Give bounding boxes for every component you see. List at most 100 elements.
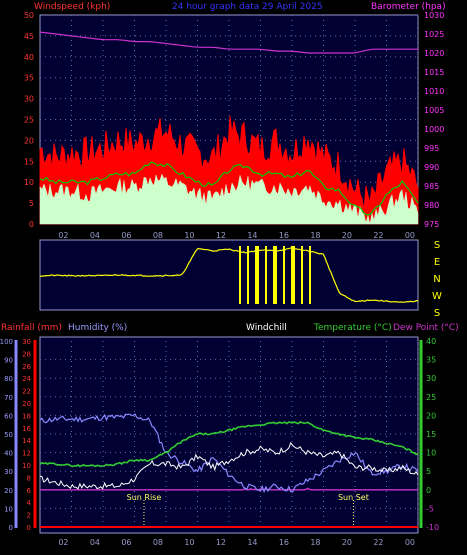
x-tick-label-top: 18: [310, 231, 320, 240]
humidity-tick-label: 20: [4, 487, 13, 495]
rain-tick-label: 8: [27, 474, 31, 482]
sun-set-label: Sun Set: [338, 493, 369, 502]
temperature-panel: [39, 336, 419, 534]
graph-date: 29 April 2025: [262, 2, 323, 12]
x-tick-label-bottom: 12: [216, 538, 226, 547]
rain-tick-label: 18: [22, 412, 31, 420]
pressure-tick-label: 1010: [424, 87, 444, 96]
temp-tick-label: 40: [426, 337, 436, 346]
temp-tick-label: -10: [426, 523, 439, 532]
rain-tick-label: 28: [22, 350, 31, 358]
x-tick-label-bottom: 02: [58, 538, 68, 547]
x-tick-label-top: 12: [216, 231, 226, 240]
temp-tick-label: 30: [426, 374, 436, 383]
temp-tick-label: 25: [426, 393, 436, 402]
rain-tick-label: 26: [22, 363, 31, 371]
wind-tick-label: 40: [24, 53, 34, 62]
humidity-tick-label: 50: [4, 431, 13, 439]
humidity-tick-label: 10: [4, 505, 13, 513]
pressure-tick-label: 990: [424, 163, 439, 172]
direction-label: W: [432, 291, 442, 302]
temp-tick-label: -5: [426, 504, 434, 513]
x-tick-label-top: 16: [279, 231, 289, 240]
wind-speed-area: [39, 173, 419, 225]
wind-series: [39, 31, 419, 225]
windchill-title: Windchill: [246, 323, 287, 333]
temp-tick-label: 20: [426, 411, 436, 420]
barometer-axis-title: Barometer (hpa): [371, 2, 446, 12]
humidity-tick-label: 40: [4, 450, 13, 458]
humidity-tick-label: 70: [4, 394, 13, 402]
pressure-tick-label: 985: [424, 182, 439, 191]
wind-tick-label: 30: [24, 95, 34, 104]
rain-tick-label: 10: [22, 462, 31, 470]
x-tick-label-top: 06: [121, 231, 131, 240]
x-axis-bottom: 02 04 06 08 10 12 14 16 18 20 22 00: [58, 538, 415, 547]
x-tick-label-bottom: 06: [121, 538, 131, 547]
humidity-tick-label: 0: [9, 524, 13, 532]
humidity-axis-title: Humidity (%): [68, 323, 127, 333]
rain-tick-label: 30: [22, 338, 31, 346]
pressure-right-axis: 975 980 985 990 995 1000 1005 1010 1015 1020 1025 1…: [424, 11, 444, 229]
temperature-axis-title: Temperature (°C): [313, 323, 392, 333]
direction-series: [39, 246, 419, 304]
pressure-tick-label: 1005: [424, 106, 444, 115]
wind-tick-label: 50: [24, 11, 34, 20]
x-tick-label-bottom: 22: [373, 538, 383, 547]
rain-tick-label: 0: [27, 524, 31, 532]
rain-tick-label: 14: [22, 437, 31, 445]
direction-label: S: [434, 240, 440, 251]
pressure-tick-label: 1030: [424, 11, 444, 20]
wind-tick-label: 5: [29, 199, 34, 208]
wind-tick-label: 20: [24, 136, 34, 145]
x-tick-label-bottom: 20: [342, 538, 352, 547]
temp-tick-label: 10: [426, 449, 436, 458]
windchill-line: [39, 441, 419, 490]
x-tick-label-bottom: 16: [279, 538, 289, 547]
pressure-tick-label: 1015: [424, 68, 444, 77]
humidity-tick-label: 100: [0, 338, 13, 346]
rain-tick-label: 16: [22, 425, 31, 433]
temp-tick-label: 35: [426, 356, 436, 365]
x-tick-label-bottom: 00: [405, 538, 415, 547]
temperature-axes: 0102030405060708090100024681012141618202…: [0, 337, 439, 532]
wind-average-line: [39, 161, 419, 216]
x-axis-top: 02 04 06 08 10 12 14 16 18 20 22 00: [58, 231, 415, 240]
rain-tick-label: 24: [22, 375, 31, 383]
x-tick-label-top: 08: [153, 231, 163, 240]
wind-tick-label: 10: [24, 178, 34, 187]
x-tick-label-bottom: 08: [153, 538, 163, 547]
pressure-tick-label: 995: [424, 144, 439, 153]
temp-tick-label: 5: [426, 467, 431, 476]
direction-line: [39, 247, 419, 303]
pressure-tick-label: 1025: [424, 30, 444, 39]
graph-title: 24 hour graph data: [172, 2, 259, 12]
temperature-series: [39, 413, 419, 528]
wind-tick-label: 0: [29, 220, 34, 229]
humidity-tick-label: 80: [4, 375, 13, 383]
temp-tick-label: 15: [426, 430, 436, 439]
humidity-tick-label: 90: [4, 357, 13, 365]
dewpoint-axis-title: Dew Point (°C): [393, 323, 459, 333]
direction-label: E: [434, 257, 440, 268]
x-tick-label-top: 04: [90, 231, 100, 240]
x-tick-label-top: 22: [373, 231, 383, 240]
x-tick-label-bottom: 10: [184, 538, 194, 547]
sun-rise-label: Sun Rise: [127, 493, 162, 502]
direction-label: N: [433, 274, 440, 285]
temperature-line: [39, 420, 419, 468]
barometer-line: [39, 31, 418, 54]
x-tick-label-top: 10: [184, 231, 194, 240]
x-tick-label-bottom: 04: [90, 538, 100, 547]
wind-tick-label: 35: [24, 74, 34, 83]
temp-tick-label: 0: [426, 486, 431, 495]
wind-tick-label: 45: [24, 32, 34, 41]
x-tick-label-top: 14: [247, 231, 257, 240]
windspeed-axis-title: Windspeed (kph): [34, 2, 110, 12]
dewpoint-line: [40, 487, 418, 491]
wind-tick-label: 25: [24, 116, 34, 125]
x-tick-label-bottom: 14: [247, 538, 257, 547]
humidity-tick-label: 60: [4, 412, 13, 420]
